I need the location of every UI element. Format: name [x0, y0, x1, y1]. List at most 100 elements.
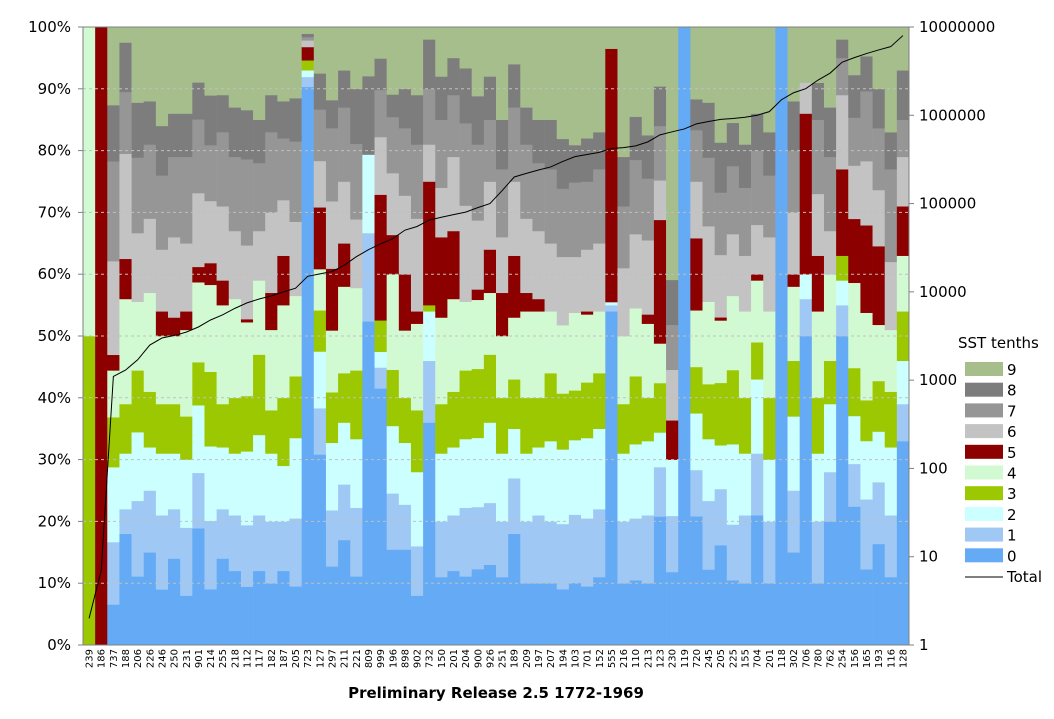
bar-segment	[398, 330, 412, 399]
right-tick-label: 100	[919, 459, 948, 477]
bar-segment	[605, 48, 618, 303]
bar-segment	[204, 200, 217, 264]
bar-segment	[192, 119, 205, 194]
x-tick-label: 231	[182, 649, 193, 668]
bar-segment	[131, 27, 145, 103]
bar-segment	[423, 88, 436, 145]
bar-segment	[435, 119, 448, 188]
bar-segment	[872, 380, 886, 432]
bar-segment	[799, 298, 813, 337]
x-tick-label: 117	[255, 649, 266, 668]
x-tick-label: 809	[364, 649, 375, 668]
bar-segment	[848, 218, 861, 284]
bar-segment	[265, 453, 278, 522]
bar-segment	[617, 583, 630, 646]
bar-segment	[277, 570, 290, 646]
left-tick-label: 100%	[28, 18, 71, 36]
x-tick-label: 251	[498, 649, 509, 668]
left-tick-label: 40%	[38, 389, 71, 407]
bar-segment	[823, 156, 837, 232]
bar-segment	[447, 391, 460, 448]
bar-segment	[653, 180, 667, 221]
bar-segment	[872, 431, 886, 483]
bar-segment	[568, 440, 582, 515]
bar-segment	[641, 314, 655, 324]
x-tick-label: 205	[291, 649, 302, 668]
bar-segment	[362, 27, 375, 77]
bar-segment	[289, 518, 302, 587]
right-axis-ticks: 1 10 100 1000 10000 100000 1000000 10000000	[909, 18, 995, 654]
bar-segment	[325, 27, 339, 101]
bar-segment	[410, 144, 424, 219]
bar-segment	[313, 27, 327, 74]
bar-segment	[228, 570, 242, 646]
bar-segment	[568, 582, 582, 646]
bars-layer	[83, 27, 910, 646]
bar-segment	[641, 323, 655, 399]
bar-segment	[617, 336, 630, 405]
left-tick-label: 70%	[38, 203, 71, 221]
bar-segment	[471, 144, 485, 221]
left-tick-label: 30%	[38, 451, 71, 469]
bar-segment	[277, 138, 290, 201]
bar-segment	[799, 336, 813, 646]
bar-segment	[386, 369, 400, 427]
bar-segment	[690, 310, 703, 368]
bar-segment	[738, 397, 752, 454]
bar-segment	[629, 518, 643, 581]
bar-segment	[119, 27, 132, 43]
bar-segment	[107, 27, 120, 106]
x-tick-label: 165	[862, 649, 873, 668]
bar-segment	[653, 125, 667, 181]
bar-segment	[811, 119, 825, 195]
left-tick-label: 90%	[38, 80, 71, 98]
bar-segment	[204, 27, 217, 96]
x-tick-label: 701	[583, 649, 594, 668]
bar-segment	[410, 218, 424, 312]
bar-segment	[496, 119, 509, 170]
bar-segment	[313, 207, 327, 270]
bar-segment	[617, 27, 630, 158]
bar-segment	[228, 453, 242, 516]
bar-segment	[435, 187, 448, 238]
bar-segment	[374, 194, 387, 321]
bar-segment	[483, 422, 497, 504]
bar-segment	[265, 132, 278, 213]
bar-segment	[338, 70, 351, 108]
bar-segment	[471, 289, 485, 301]
bar-segment	[240, 245, 254, 320]
bar-segment	[459, 27, 473, 69]
legend-swatch	[965, 506, 1003, 521]
x-tick-label: 207	[546, 649, 557, 668]
right-tick-label: 1000000	[919, 106, 986, 124]
bar-segment	[823, 521, 837, 646]
left-tick-label: 10%	[38, 574, 71, 592]
bar-segment	[653, 219, 667, 344]
bar-segment	[131, 157, 145, 234]
bar-segment	[265, 94, 278, 133]
bar-segment	[532, 397, 545, 448]
bar-segment	[581, 518, 594, 587]
bar-segment	[423, 305, 436, 312]
bar-segment	[180, 459, 193, 528]
bar-segment	[702, 226, 715, 302]
bar-segment	[617, 453, 630, 522]
bar-segment	[168, 156, 181, 238]
bar-segment	[860, 56, 873, 92]
bar-segment	[289, 141, 302, 222]
bar-segment	[593, 169, 606, 244]
bar-segment	[131, 432, 145, 502]
bar-segment	[180, 416, 193, 460]
bar-segment	[787, 286, 800, 362]
bar-segment	[325, 510, 339, 567]
bar-segment	[277, 200, 290, 256]
x-tick-label: 112	[242, 649, 253, 668]
bar-segment	[192, 362, 205, 406]
left-tick-label: 50%	[38, 327, 71, 345]
bar-segment	[848, 74, 861, 118]
bar-segment	[447, 515, 460, 572]
bar-segment	[593, 577, 606, 646]
bar-segment	[581, 586, 594, 646]
bar-segment	[483, 502, 497, 565]
bar-segment	[508, 64, 521, 108]
